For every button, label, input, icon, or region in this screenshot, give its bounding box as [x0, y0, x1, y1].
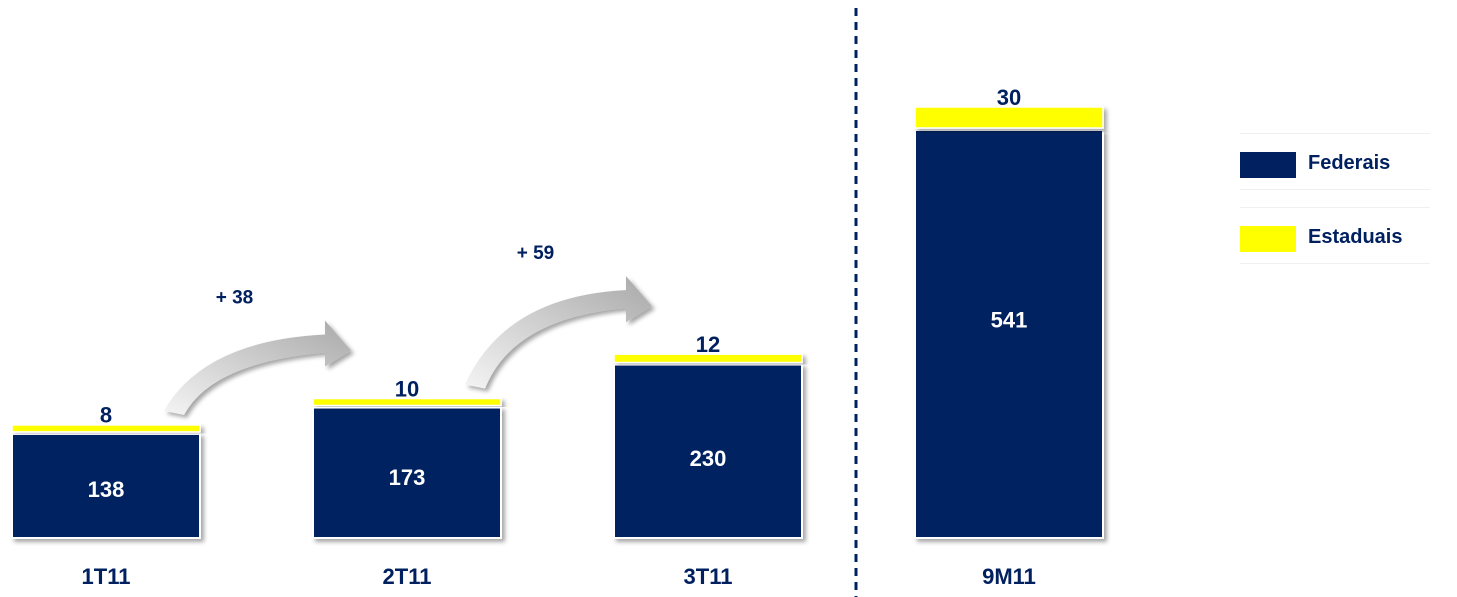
data-label-federais-3T11: 230 [690, 446, 727, 471]
legend-swatch-estaduais [1240, 226, 1296, 252]
data-label-federais-1T11: 138 [88, 477, 125, 502]
x-tick-label-2T11: 2T11 [383, 564, 432, 589]
growth-label-2T11-3T11: + 59 [517, 243, 555, 264]
data-label-estaduais-1T11: 8 [100, 403, 112, 428]
data-label-estaduais-3T11: 12 [696, 332, 720, 357]
data-label-federais-9M11: 541 [991, 308, 1028, 333]
x-tick-label-3T11: 3T11 [684, 564, 733, 589]
bar-estaduais-2T11 [312, 397, 502, 407]
legend: Federais Estaduais [1240, 133, 1430, 281]
data-label-estaduais-9M11: 30 [997, 85, 1021, 110]
growth-arrow-1T11-2T11 [164, 320, 351, 415]
data-label-estaduais-2T11: 10 [395, 376, 419, 401]
legend-label-federais: Federais [1308, 152, 1391, 174]
legend-swatch-federais [1240, 152, 1296, 178]
growth-label-1T11-2T11: + 38 [216, 288, 254, 309]
data-label-federais-2T11: 173 [389, 465, 426, 490]
bar-federais-9M11 [914, 129, 1104, 539]
bar-federais-2T11 [312, 406, 502, 539]
bar-federais-1T11 [11, 432, 201, 539]
bar-federais-3T11 [613, 363, 803, 539]
legend-item-estaduais: Estaduais [1240, 207, 1430, 264]
x-tick-label-9M11: 9M11 [982, 564, 1036, 589]
legend-item-federais: Federais [1240, 133, 1430, 190]
growth-arrow-2T11-3T11 [465, 276, 652, 389]
bar-estaduais-3T11 [613, 353, 803, 364]
legend-label-estaduais: Estaduais [1308, 226, 1403, 248]
x-tick-label-1T11: 1T11 [82, 564, 131, 589]
bar-estaduais-9M11 [914, 106, 1104, 129]
bar-estaduais-1T11 [11, 424, 201, 433]
